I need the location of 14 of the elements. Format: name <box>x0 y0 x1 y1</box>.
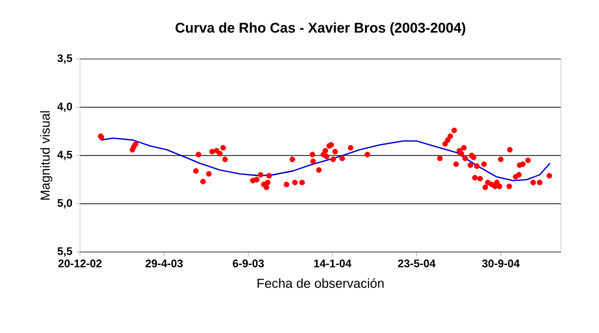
y-tick-label: 5,5 <box>58 247 72 257</box>
x-tick-label: 14-1-04 <box>314 260 352 268</box>
chart-title: Curva de Rho Cas - Xavier Bros (2003-2004) <box>176 22 466 36</box>
y-tick-label: 4,5 <box>57 150 72 160</box>
x-tick-label: 20-12-02 <box>58 260 102 268</box>
y-tick-label: 4,0 <box>57 102 72 112</box>
x-tick-label: 23-5-04 <box>398 260 436 268</box>
x-tick-label: 29-4-03 <box>146 260 183 268</box>
y-axis-title: Magnitud visual <box>40 111 52 200</box>
y-tick-label: 5,0 <box>58 199 72 208</box>
y-tick-label: 3,5 <box>57 54 72 64</box>
x-tick-label: 6-9-03 <box>232 260 264 268</box>
x-tick-label: 30-9-04 <box>482 260 520 268</box>
x-axis-title: Fecha de observación <box>258 278 384 288</box>
